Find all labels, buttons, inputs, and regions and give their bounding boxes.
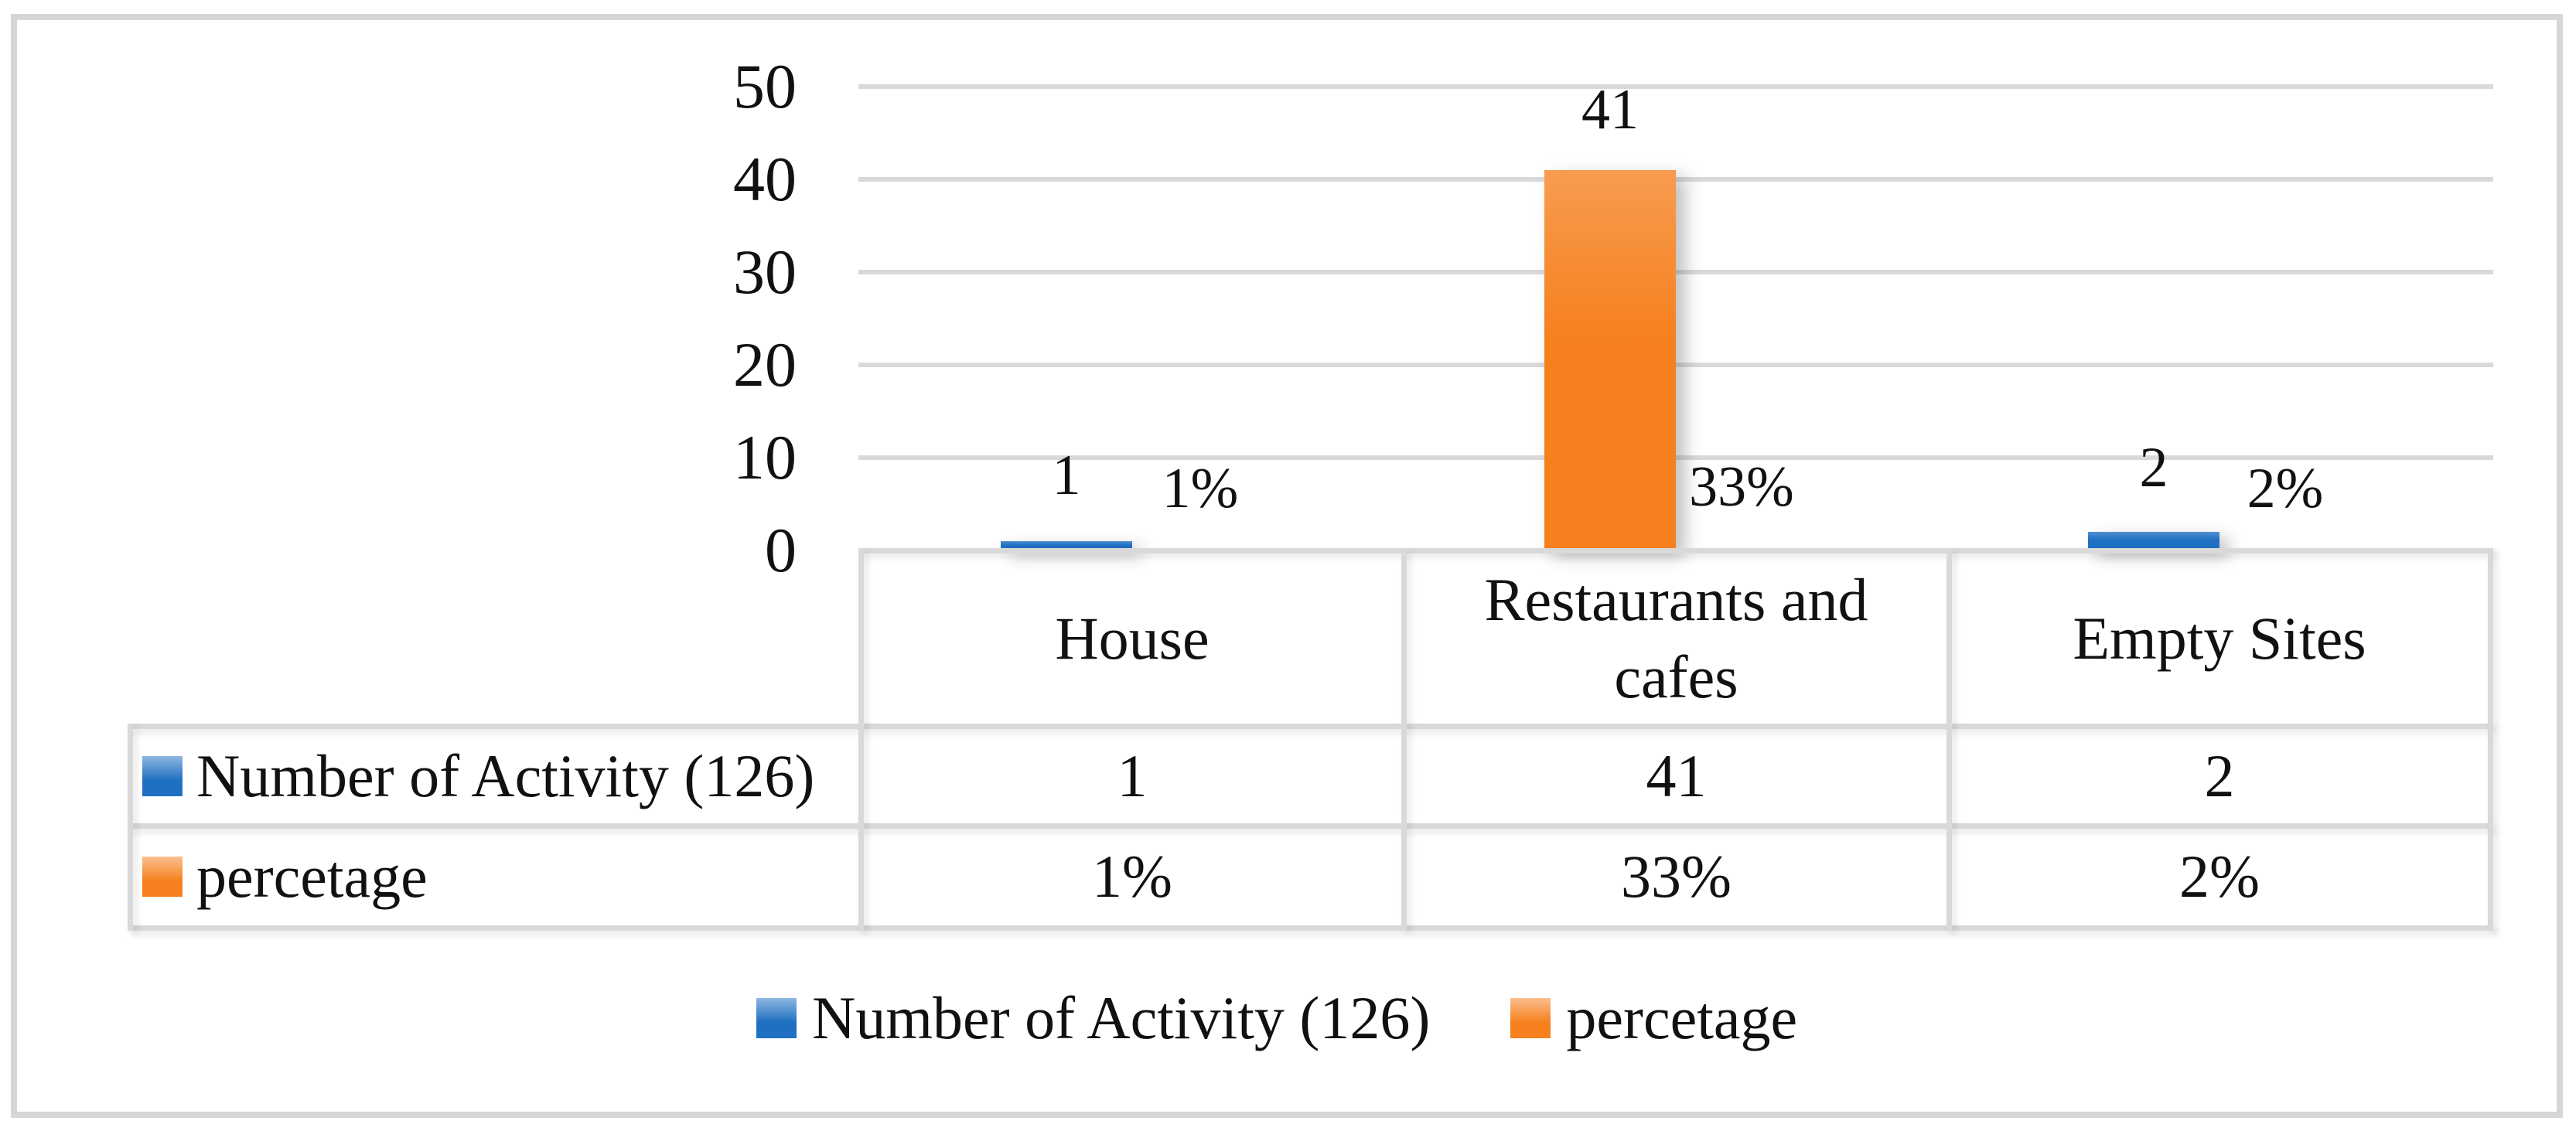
data-label-empty-percent: 2%: [2247, 457, 2324, 520]
y-tick-40: 40: [733, 144, 797, 214]
data-label-house-percent: 1%: [1162, 457, 1239, 520]
series-key-swatch-orange: [142, 857, 183, 897]
x-axis-line: [858, 548, 2493, 554]
y-tick-50: 50: [733, 51, 797, 121]
table-row-label: percetage: [196, 843, 428, 910]
table-border-vertical: [858, 548, 864, 931]
table-cell-activity-house: 1: [1117, 741, 1148, 809]
table-cell-percetage-house: 1%: [1092, 843, 1172, 910]
gridline-10: [858, 455, 2493, 460]
y-tick-30: 30: [733, 237, 797, 307]
bar-restaurants: [1544, 170, 1676, 550]
table-border-vertical: [2488, 548, 2493, 931]
chart-legend: Number of Activity (126) percetage: [756, 976, 1797, 1061]
table-border-horizontal: [128, 925, 2493, 931]
table-border-horizontal: [128, 823, 2493, 829]
gridline-20: [858, 363, 2493, 367]
series-key-swatch-blue: [142, 755, 183, 796]
data-label-restaurants-number: 41: [1581, 78, 1639, 141]
data-label-empty-number: 2: [2139, 436, 2168, 499]
y-tick-10: 10: [733, 422, 797, 492]
table-cell-activity-restaurants: 41: [1646, 741, 1707, 809]
table-row-label: Number of Activity (126): [196, 741, 815, 809]
y-tick-20: 20: [733, 329, 797, 400]
category-restaurants-label: Restaurants and cafes: [1484, 565, 1868, 710]
table-cell-percetage-restaurants: 33%: [1621, 843, 1732, 910]
bar-empty-sites: [2088, 532, 2219, 550]
legend-key-swatch-blue: [756, 998, 797, 1038]
gridline-50: [858, 84, 2493, 89]
table-cell-percetage-empty: 2%: [2179, 843, 2260, 910]
data-label-restaurants-percent: 33%: [1689, 455, 1794, 519]
legend-label-percetage: percetage: [1566, 984, 1798, 1051]
table-border-vertical: [128, 724, 133, 931]
legend-key-swatch-orange: [1510, 998, 1551, 1038]
category-house: House: [1055, 604, 1210, 672]
figure-frame: [11, 14, 2563, 1118]
category-restaurants-and-cafes: Restaurants and cafes: [1404, 550, 1949, 726]
table-border-vertical: [1401, 548, 1407, 931]
data-label-house-number: 1: [1052, 444, 1081, 507]
table-border-horizontal: [128, 724, 2493, 729]
category-empty-sites: Empty Sites: [2073, 604, 2366, 672]
y-tick-0: 0: [765, 515, 797, 585]
gridline-30: [858, 270, 2493, 274]
legend-label-number-of-activity: Number of Activity (126): [812, 984, 1431, 1051]
table-row-header-percetage: percetage: [130, 826, 861, 928]
table-cell-activity-empty: 2: [2204, 741, 2235, 809]
table-row-header-activity: Number of Activity (126): [130, 726, 861, 826]
table-border-vertical: [1947, 548, 1952, 931]
gridline-40: [858, 177, 2493, 182]
